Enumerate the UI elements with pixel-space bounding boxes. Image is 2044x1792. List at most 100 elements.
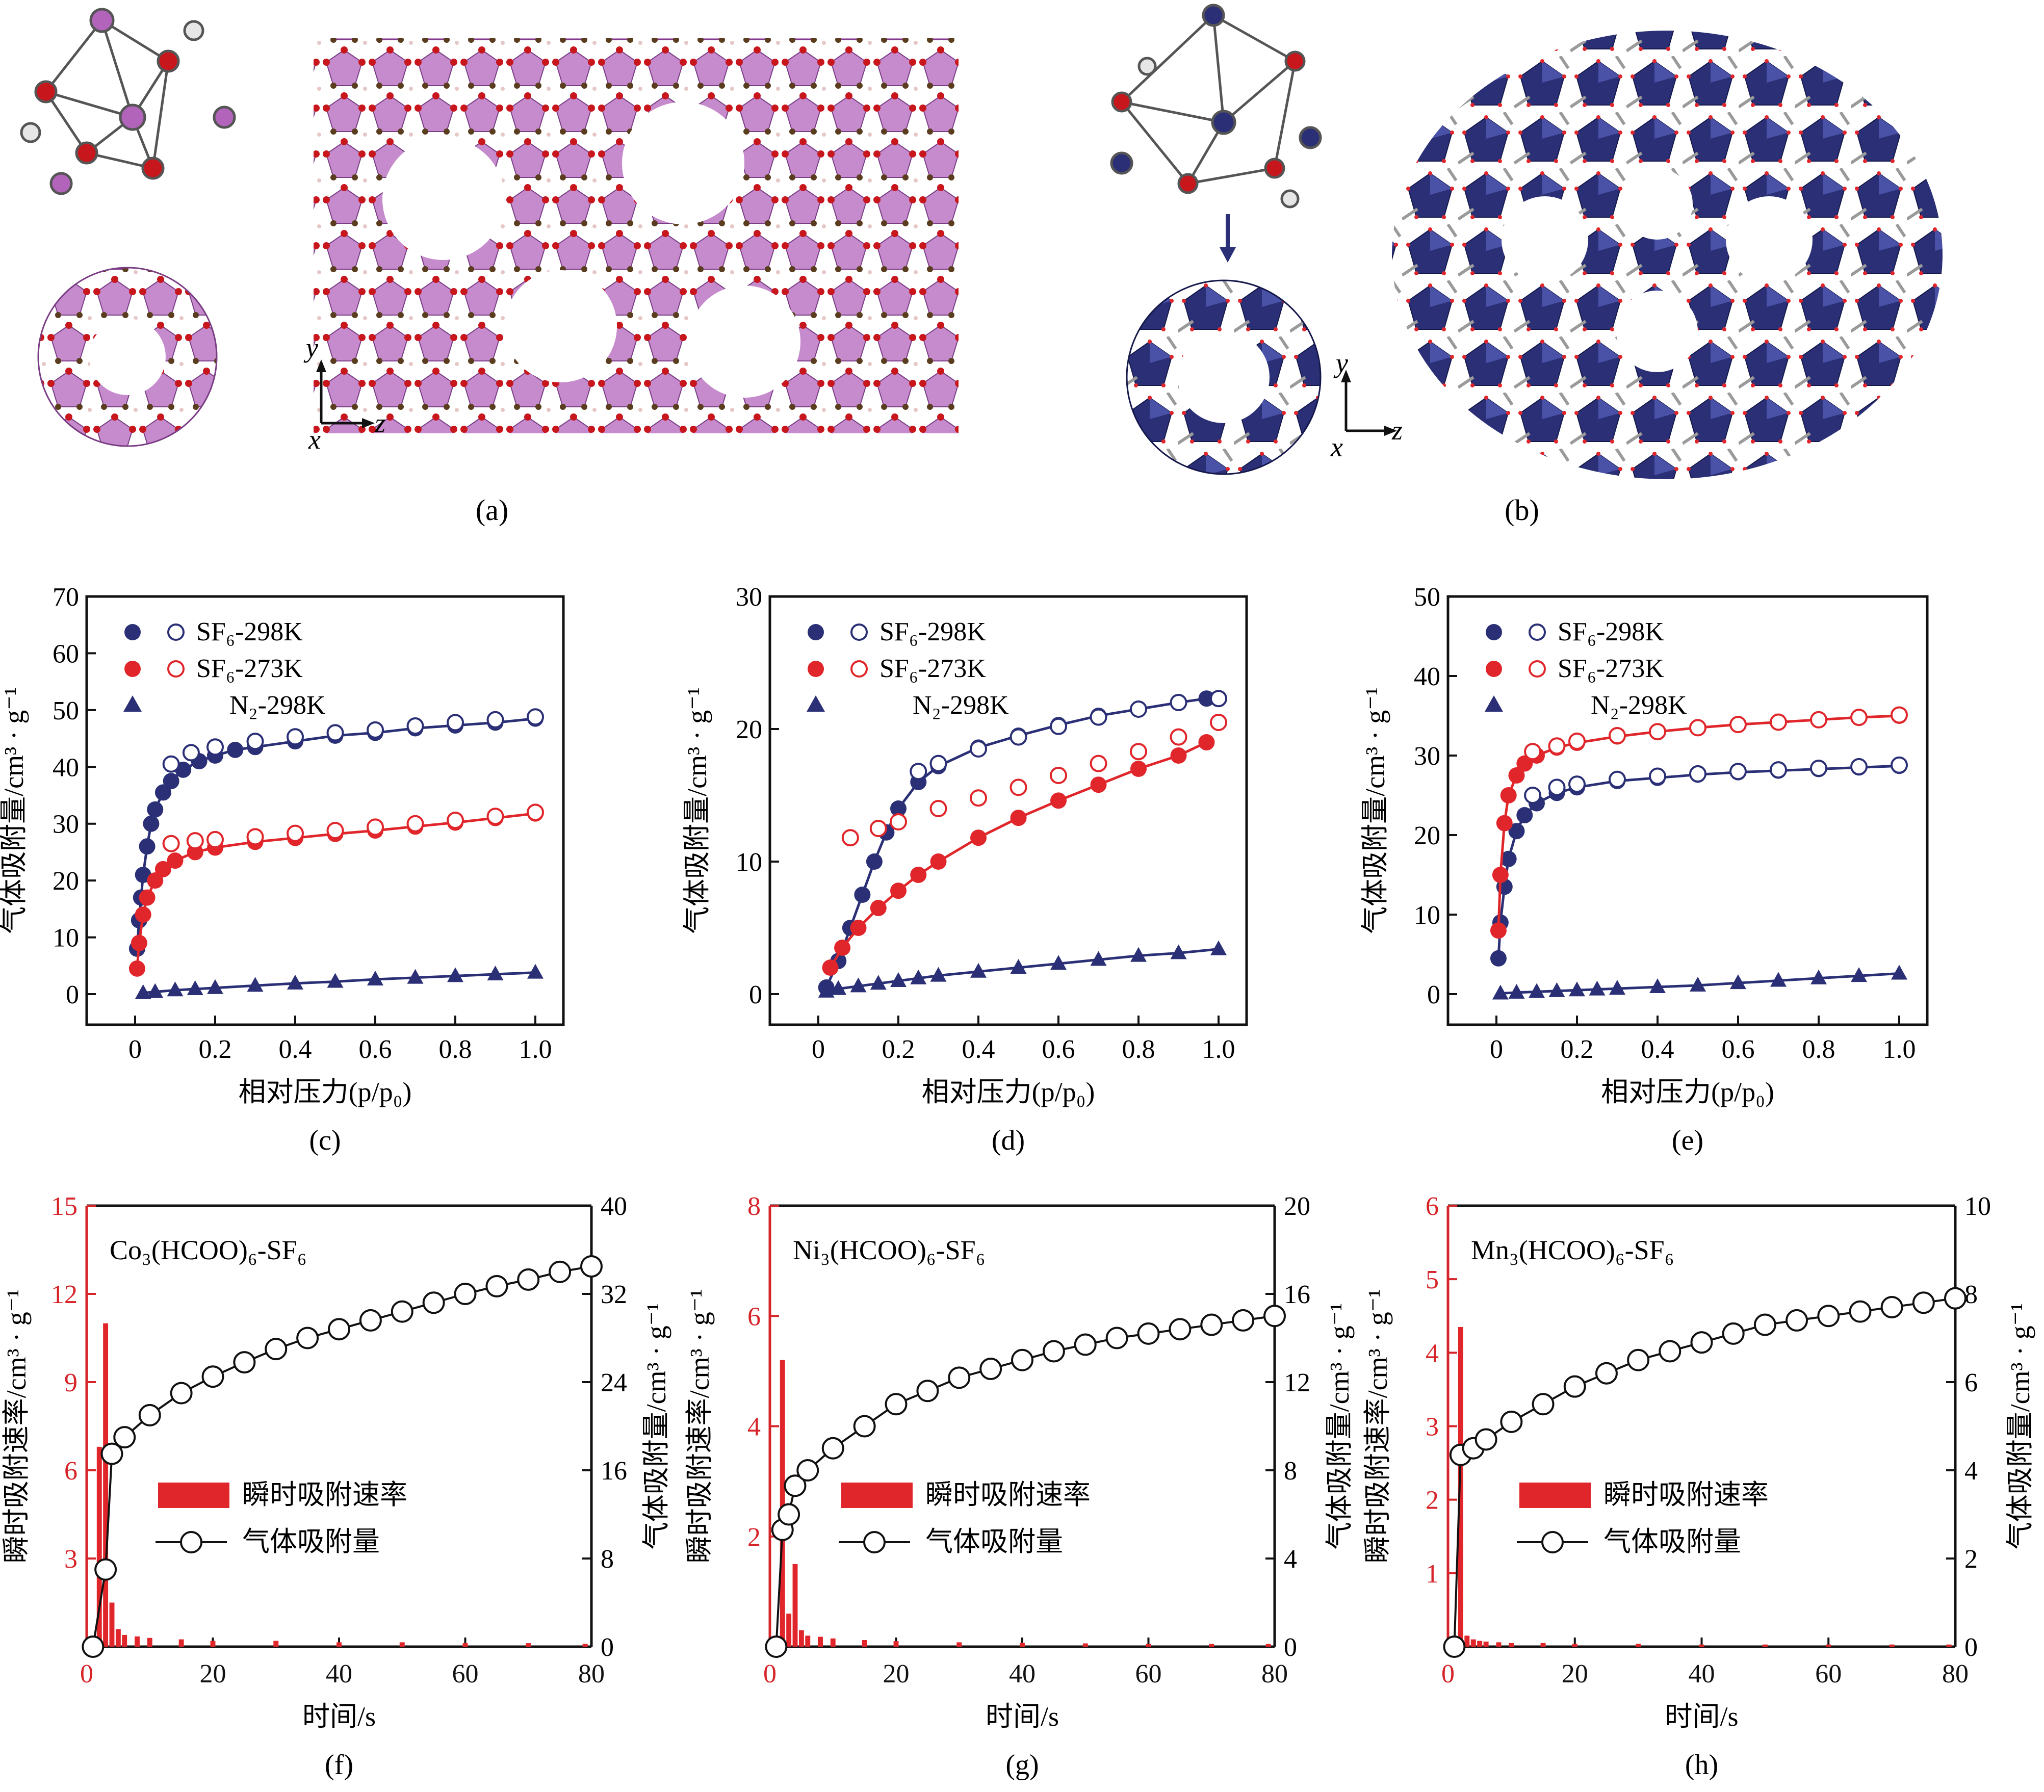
data-point [970, 789, 987, 807]
plot-frame [85, 595, 565, 1026]
axis-label-y: y [1333, 348, 1348, 378]
y-tick-label-right: 8 [1284, 1457, 1297, 1486]
uptake-point [1627, 1348, 1650, 1371]
data-point [187, 980, 203, 995]
rate-bar [399, 1642, 405, 1647]
legend-label: 气体吸附量 [1603, 1526, 1741, 1557]
x-tick-label: 40 [1689, 1659, 1715, 1689]
data-point [527, 803, 544, 821]
uptake-point [1912, 1291, 1935, 1314]
axes-triad-a: y z x [303, 332, 385, 455]
uptake-point [1074, 1333, 1097, 1356]
uptake-point [1200, 1313, 1223, 1336]
rate-bar [1209, 1644, 1214, 1647]
uptake-point [100, 1442, 123, 1465]
y-tick-label-left: 6 [1426, 1192, 1439, 1221]
data-point [1090, 708, 1107, 726]
legend-marker [863, 1531, 886, 1553]
panel-label: (g) [1005, 1749, 1039, 1781]
data-point [822, 959, 839, 976]
series-line [825, 697, 1207, 989]
legend-label: 气体吸附量 [925, 1526, 1063, 1557]
data-point [1170, 728, 1187, 746]
data-point [1090, 776, 1107, 793]
y-tick-label: 20 [736, 715, 762, 744]
uptake-point [113, 1426, 136, 1449]
x-tick-label: 80 [1261, 1659, 1288, 1689]
legend-label: SF₆-298K [1558, 617, 1664, 646]
series-line [829, 741, 1207, 969]
data-point [143, 815, 160, 832]
data-point [1548, 982, 1565, 997]
inset-title: Ni₃(HCOO)₆-SF₆ [793, 1235, 986, 1265]
data-point [327, 973, 344, 988]
panel-label: (e) [1672, 1125, 1703, 1156]
rate-bar [115, 1629, 121, 1647]
data-point [1010, 810, 1027, 826]
panel-label: (c) [309, 1125, 341, 1156]
rate-bar [147, 1638, 152, 1647]
uptake-point [517, 1268, 540, 1291]
data-point [1210, 690, 1227, 708]
data-point [154, 784, 171, 801]
data-point [910, 969, 927, 984]
y-tick-label-left: 1 [1426, 1560, 1439, 1589]
rate-bar [109, 1602, 115, 1647]
y-axis-label-left: 瞬时吸附速率/cm³ · g⁻¹ [1362, 1289, 1393, 1564]
legend-marker [1541, 1531, 1564, 1553]
data-point [1689, 719, 1706, 737]
x-tick-label: 80 [578, 1659, 605, 1689]
y-tick-label-right: 0 [1964, 1633, 1978, 1662]
legend-label: SF₆-273K [1558, 654, 1664, 683]
uptake-point [359, 1309, 382, 1332]
data-point [1689, 765, 1706, 783]
data-point [326, 822, 344, 840]
uptake-point [1500, 1410, 1523, 1433]
legend-label: SF₆-298K [196, 617, 303, 646]
legend-marker [124, 624, 141, 640]
y-tick-label-right: 8 [1964, 1280, 1978, 1309]
rate-bar [1483, 1641, 1489, 1647]
data-point [227, 741, 244, 758]
panel-label-a: (a) [476, 494, 508, 527]
data-point [367, 818, 384, 836]
inset-title: Co₃(HCOO)₆-SF₆ [110, 1235, 307, 1265]
y-tick-label: 0 [749, 980, 762, 1009]
x-tick-label: 0.8 [1802, 1035, 1835, 1064]
data-point [818, 982, 835, 998]
x-tick-label: 40 [326, 1659, 352, 1689]
data-point [1010, 959, 1027, 974]
uptake-point [1944, 1287, 1967, 1310]
y-tick-label-left: 2 [747, 1523, 761, 1552]
x-axis-label: 时间/s [1665, 1701, 1738, 1732]
data-point [1770, 713, 1787, 731]
rate-bar [1946, 1644, 1952, 1647]
rate-bar [1082, 1643, 1088, 1647]
data-point [1609, 770, 1626, 788]
uptake-point [784, 1474, 807, 1497]
y-tick-label: 0 [1427, 980, 1440, 1009]
x-tick-label: 0 [1490, 1035, 1503, 1064]
rate-bar [862, 1640, 867, 1647]
y-tick-label-left: 3 [1426, 1413, 1439, 1442]
data-point [1130, 743, 1147, 761]
x-tick-label: 60 [1815, 1659, 1842, 1689]
rate-bar [786, 1614, 792, 1647]
y-tick-label-right: 20 [1284, 1192, 1310, 1221]
data-point [1524, 743, 1542, 761]
x-tick-label: 1.0 [1883, 1035, 1916, 1064]
data-point [162, 755, 180, 773]
uptake-point [885, 1393, 908, 1416]
x-tick-label: 0.8 [1122, 1035, 1155, 1064]
data-point [869, 820, 887, 837]
legend-marker [1529, 624, 1546, 641]
y-tick-label-right: 24 [601, 1368, 627, 1397]
y-tick-label-right: 2 [1964, 1545, 1978, 1574]
data-point [167, 981, 184, 997]
y-axis-label-right: 气体吸附量/cm³ · g⁻¹ [641, 1303, 671, 1550]
data-point [1770, 972, 1787, 987]
x-axis-label: 时间/s [986, 1701, 1059, 1732]
down-arrow [1220, 214, 1236, 263]
rate-bar [582, 1644, 588, 1647]
